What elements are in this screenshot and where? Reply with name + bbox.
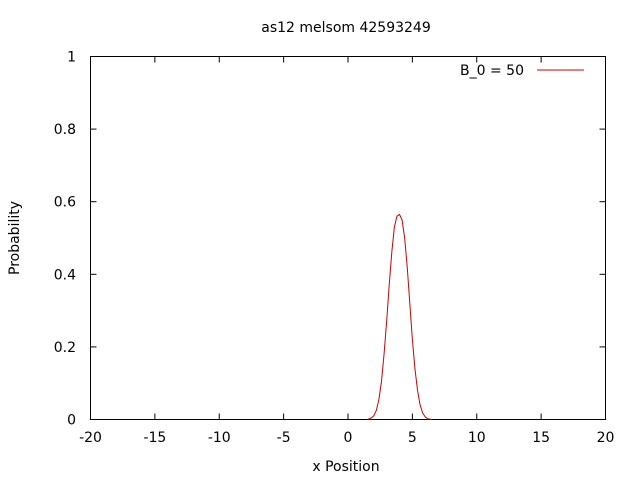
legend-label: B_0 = 50 [460,63,524,79]
x-tick-label: -5 [277,430,291,446]
x-tick-label: -10 [208,430,231,446]
y-axis-label: Probability [7,201,23,275]
legend: B_0 = 50 [460,63,584,79]
y-tick-label: 0.8 [54,122,76,138]
plot-frame [90,56,606,420]
x-axis-label: x Position [312,459,379,475]
y-tick-label: 0.4 [54,267,76,283]
y-tick-label: 0.2 [54,340,76,356]
x-tick-label: -20 [79,430,102,446]
x-tick-label: 10 [468,430,486,446]
series-layer [367,213,432,420]
x-tick-label: -15 [143,430,166,446]
x-axis-ticks: -20 -15 -10 -5 0 5 10 15 20 [79,56,615,446]
x-tick-label: 5 [408,430,417,446]
x-tick-label: 0 [344,430,353,446]
chart-title: as12 melsom 42593249 [261,20,430,36]
y-axis-ticks: 0 0.2 0.4 0.6 0.8 1 [54,50,606,429]
y-tick-label: 0.6 [54,195,76,211]
y-tick-label: 1 [67,50,76,66]
x-tick-label: 20 [597,430,615,446]
series-line [367,213,432,420]
y-tick-label: 0 [67,413,76,429]
x-tick-label: 15 [532,430,550,446]
